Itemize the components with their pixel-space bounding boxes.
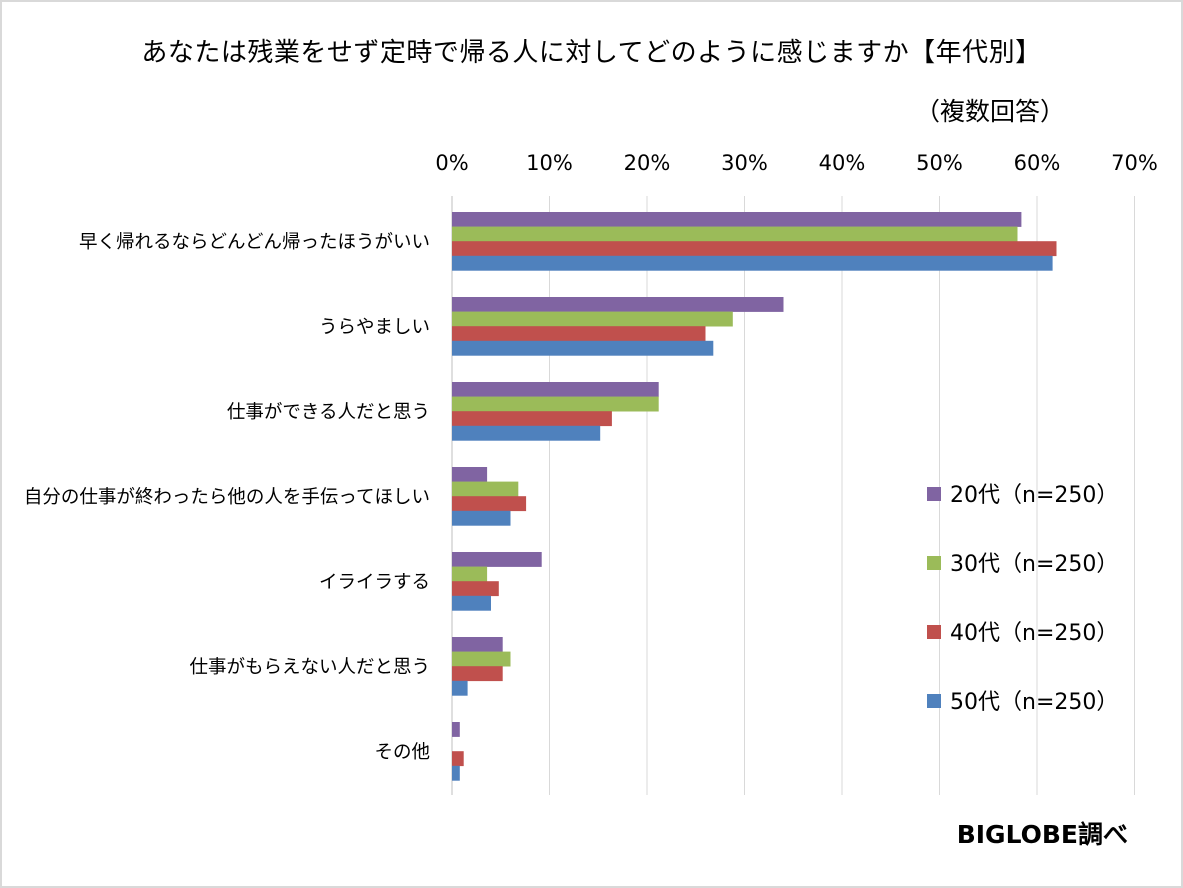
bar-30s [452,566,488,582]
bar-50s [452,340,714,356]
chart-title: あなたは残業をせず定時で帰る人に対してどのように感じますか【年代別】 [141,38,1042,68]
legend-label: 20代（n=250） [950,483,1118,508]
category-label: 仕事がもらえない人だと思う [189,657,430,678]
bar-40s [452,411,612,427]
bar-30s [452,226,1018,242]
legend-swatch [927,487,941,501]
bar-50s [452,510,511,526]
bar-30s [452,311,733,327]
bar-30s [452,481,519,497]
category-label: その他 [374,742,430,763]
bar-50s [452,765,460,781]
bar-40s [452,326,706,342]
bar-30s [452,651,511,667]
source-credit: BIGLOBE調べ [956,820,1128,849]
bar-20s [452,722,460,737]
legend-label: 50代（n=250） [950,690,1118,715]
bar-50s [452,595,491,611]
bar-20s [452,297,784,312]
legend-label: 30代（n=250） [950,552,1118,577]
bar-20s [452,467,488,482]
x-tick-label: 20% [624,151,671,175]
category-label: 仕事ができる人だと思う [227,402,430,423]
x-tick-label: 10% [526,151,573,175]
legend-label: 40代（n=250） [950,621,1118,646]
category-label: うらやましい [319,317,430,338]
legend-swatch [927,694,941,708]
x-tick-label: 60% [1014,151,1061,175]
x-tick-label: 40% [819,151,866,175]
bar-50s [452,680,468,696]
bar-20s [452,552,542,567]
bar-20s [452,382,659,397]
bar-20s [452,212,1022,227]
bar-50s [452,425,601,441]
bar-40s [452,751,464,767]
x-tick-label: 30% [721,151,768,175]
chart-subtitle: （複数回答） [914,97,1065,126]
bar-40s [452,666,503,682]
bar-30s [452,396,659,412]
x-tick-label: 70% [1111,151,1158,175]
bar-20s [452,637,503,652]
bar-50s [452,255,1053,271]
bar-40s [452,241,1057,257]
legend-swatch [927,625,941,639]
category-label: 自分の仕事が終わったら他の人を手伝ってほしい [24,487,430,508]
x-tick-label: 50% [916,151,963,175]
legend-swatch [927,556,941,570]
x-tick-label: 0% [435,151,468,175]
category-label: 早く帰れるならどんどん帰ったほうがいい [79,232,430,253]
bar-40s [452,581,499,597]
bar-40s [452,496,527,512]
category-label: イライラする [319,572,430,593]
